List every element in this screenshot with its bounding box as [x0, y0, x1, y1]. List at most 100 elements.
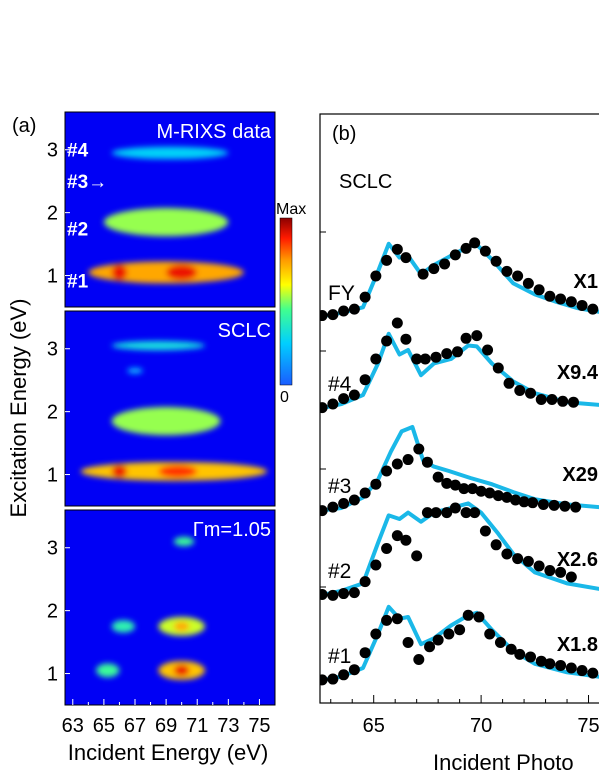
colorbar: Max 0 — [276, 201, 306, 406]
series-name-label: #3 — [328, 475, 351, 498]
heatmap-subplot-title: M-RIXS data — [157, 121, 272, 143]
series-dot — [492, 490, 504, 502]
series-dot — [327, 501, 339, 513]
series-dot — [411, 353, 423, 365]
series-dot — [555, 659, 567, 671]
series-dot — [391, 458, 403, 470]
series-dot — [501, 491, 513, 503]
series-dot — [449, 502, 461, 514]
heatmap-ytick-label: 2 — [47, 203, 58, 225]
line-xtick-label: 75 — [577, 715, 599, 737]
series-dot — [479, 525, 491, 537]
panel-b-label: (b) — [332, 123, 356, 145]
series-dot — [441, 348, 453, 360]
series-dot — [348, 587, 360, 599]
heatmap-subplot-title: SCLC — [218, 320, 271, 342]
series-factor-label: X29 — [562, 464, 598, 486]
series-dot — [460, 242, 472, 254]
heatmap-ytick-label: 1 — [47, 664, 58, 686]
series-dot — [514, 385, 526, 396]
series-dot — [548, 499, 560, 511]
heatmap-blob — [111, 264, 128, 281]
series-dot — [381, 254, 393, 266]
heatmap-ytick-label: 1 — [47, 465, 58, 487]
heatmap-subplot: 1 2 3 Γm=1.05 — [47, 509, 276, 706]
series-dot — [535, 394, 547, 405]
series-factor-label: X1 — [574, 271, 598, 293]
panel-a-label: (a) — [12, 115, 36, 137]
heatmap-peak-label: #4 — [67, 141, 89, 162]
series-dot — [473, 611, 485, 623]
series-dot — [320, 588, 328, 600]
series-dot — [494, 637, 506, 648]
heatmap-group: 1 2 3 M-RIXS data #4 #3→ #2 #1 1 2 3 SCLC 1 2 3 Γm=1.05 — [47, 111, 276, 706]
panel-b-legend-label: SCLC — [339, 171, 392, 193]
heatmap-xtick-label: 65 — [93, 715, 115, 737]
series-dot — [527, 497, 539, 509]
heatmap-blob — [88, 261, 244, 284]
series-dot — [441, 477, 453, 489]
heatmap-blobs — [80, 340, 268, 481]
series-dot — [391, 317, 403, 329]
series-dot — [419, 353, 431, 365]
series-dot — [428, 263, 440, 275]
series-dot — [449, 479, 461, 491]
line-xtick-label: 70 — [470, 715, 492, 737]
series-dot — [557, 395, 569, 407]
series-dot — [439, 258, 451, 270]
series-dot — [512, 553, 524, 565]
series-dot — [469, 507, 481, 519]
heatmap-blob — [173, 536, 195, 547]
heatmap-xtick-label: 73 — [217, 715, 239, 737]
heatmap-frame — [64, 509, 276, 706]
series-dot — [338, 305, 350, 317]
series-dot — [537, 498, 549, 510]
series-dot — [359, 291, 371, 303]
series-dot — [525, 651, 537, 663]
heatmap-peak-label: #2 — [67, 219, 88, 240]
series-dot — [421, 456, 433, 468]
series-dot — [490, 255, 502, 267]
series-dot — [454, 624, 466, 636]
series-dot — [370, 628, 382, 640]
heatmap-xtick-label: 75 — [248, 715, 270, 737]
heatmap-subplot-title: Γm=1.05 — [193, 519, 271, 541]
series-dot — [492, 362, 504, 374]
series-dot — [443, 628, 455, 640]
heatmap-xtick-label: 69 — [155, 715, 177, 737]
series-dot — [421, 507, 433, 519]
series-dot — [565, 662, 577, 674]
series-dot — [469, 237, 481, 249]
colorbar-min-label: 0 — [280, 389, 289, 406]
heatmap-ytick-label: 1 — [47, 266, 58, 288]
series-dot — [555, 566, 567, 578]
panel-a-xlabel: Incident Energy (eV) — [68, 740, 269, 765]
series-dot — [565, 296, 577, 308]
series-dot — [535, 655, 547, 667]
series-dot — [391, 243, 403, 255]
series-dot — [348, 494, 360, 506]
series-dot — [400, 534, 412, 546]
panel-b-ticks: 65 70 75 — [320, 231, 599, 737]
series-dot — [400, 252, 412, 264]
series-dot — [555, 293, 567, 305]
series-dot — [411, 550, 423, 562]
heatmap-blob — [158, 465, 198, 478]
heatmap-frame — [64, 111, 276, 308]
heatmap-intensity — [96, 536, 206, 680]
series-dot — [462, 609, 474, 621]
panel-a-xticks: 63 65 67 69 71 73 75 — [62, 699, 271, 737]
series-dot — [432, 471, 444, 483]
series-dot — [424, 641, 436, 653]
series-dot — [402, 454, 414, 466]
series-dot — [587, 667, 599, 679]
series-dot — [348, 389, 360, 401]
series-dot — [514, 648, 526, 660]
panel-a-ylabel: Excitation Energy (eV) — [6, 299, 31, 518]
series-dot — [490, 539, 502, 551]
series-dot — [451, 346, 463, 358]
series-name-label: FY — [328, 282, 355, 305]
heatmap-ytick-label: 2 — [47, 601, 58, 623]
series-dot — [449, 249, 461, 261]
heatmap-blob — [111, 465, 128, 478]
